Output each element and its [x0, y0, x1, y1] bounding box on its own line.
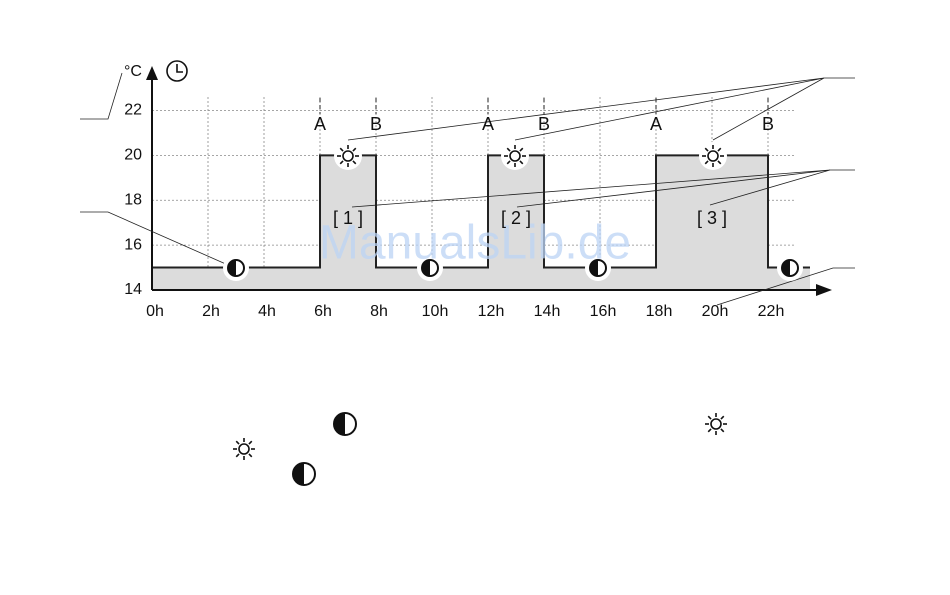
sun-icon	[334, 142, 362, 170]
sun-ray	[707, 428, 712, 433]
x-tick-label: 20h	[702, 303, 729, 320]
sun-icon	[501, 142, 529, 170]
x-tick-label: 6h	[314, 303, 332, 320]
program-label: [ 3 ]	[697, 208, 727, 228]
sun-ray	[352, 147, 357, 152]
moon-icon	[417, 255, 443, 281]
sun-ray	[339, 147, 344, 152]
period-label: B	[370, 114, 382, 134]
sun-ray	[519, 147, 524, 152]
period-label: B	[538, 114, 550, 134]
sun-ray	[704, 160, 709, 165]
sun-ray	[720, 428, 725, 433]
x-axis-arrow	[816, 284, 832, 296]
sun-ray	[235, 440, 240, 445]
moon-half	[590, 260, 598, 276]
sun-ray	[506, 147, 511, 152]
period-label: A	[482, 114, 494, 134]
sun-ray	[519, 160, 524, 165]
y-axis-arrow	[146, 66, 158, 80]
x-tick-label: 12h	[478, 303, 505, 320]
x-tick-label: 10h	[422, 303, 449, 320]
x-tick-label: 8h	[370, 303, 388, 320]
x-tick-label: 2h	[202, 303, 220, 320]
sun-ray	[717, 147, 722, 152]
period-label: B	[762, 114, 774, 134]
moon-icon	[777, 255, 803, 281]
program-label: [ 1 ]	[333, 208, 363, 228]
sun-ray	[248, 440, 253, 445]
area	[152, 155, 810, 290]
y-tick-label: 22	[124, 102, 142, 119]
sun-core	[710, 418, 722, 430]
y-tick-label: 20	[124, 147, 142, 164]
y-unit: °C	[124, 63, 142, 80]
moon-half	[334, 413, 345, 435]
sun-ray	[235, 453, 240, 458]
sun-core	[238, 443, 250, 455]
moon-half	[782, 260, 790, 276]
x-tick-label: 14h	[534, 303, 561, 320]
moon-icon	[292, 462, 316, 486]
sun-ray	[707, 415, 712, 420]
y-tick-label: 18	[124, 191, 142, 208]
sun-icon	[699, 142, 727, 170]
moon-icon	[223, 255, 249, 281]
sun-core	[342, 150, 354, 162]
x-tick-label: 22h	[758, 303, 785, 320]
sun-icon	[233, 438, 255, 460]
watermark: ManualsLib.de	[319, 217, 631, 270]
period-label: A	[650, 114, 662, 134]
y-tick-label: 14	[124, 281, 142, 298]
y-tick-label: 16	[124, 236, 142, 253]
sun-ray	[352, 160, 357, 165]
moon-half	[293, 463, 304, 485]
sun-ray	[720, 415, 725, 420]
moon-icon	[585, 255, 611, 281]
sun-ray	[506, 160, 511, 165]
sun-ray	[717, 160, 722, 165]
sun-icon	[705, 413, 727, 435]
moon-half	[228, 260, 236, 276]
icons	[223, 142, 803, 486]
x-tick-label: 4h	[258, 303, 276, 320]
plot	[151, 97, 810, 291]
clock-icon	[166, 60, 188, 82]
sun-core	[509, 150, 521, 162]
x-tick-label: 18h	[646, 303, 673, 320]
period-label: A	[314, 114, 326, 134]
x-tick-label: 0h	[146, 303, 164, 320]
sun-ray	[704, 147, 709, 152]
leader-lines	[80, 72, 855, 306]
x-tick-label: 16h	[590, 303, 617, 320]
moon-icon	[333, 412, 357, 436]
program-label: [ 2 ]	[501, 208, 531, 228]
sun-ray	[339, 160, 344, 165]
sun-ray	[248, 453, 253, 458]
sun-core	[707, 150, 719, 162]
moon-half	[422, 260, 430, 276]
